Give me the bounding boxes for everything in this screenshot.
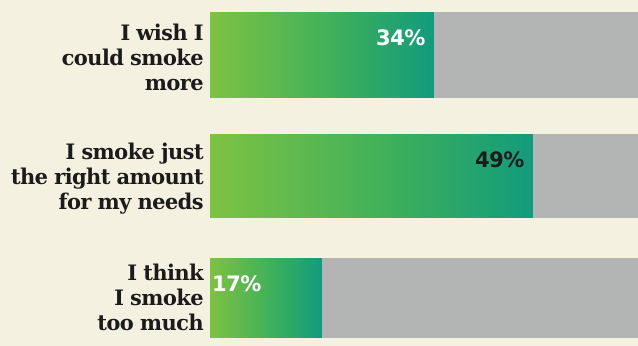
bar-track	[210, 134, 638, 218]
horizontal-bar-chart: I wish I could smoke more 34% I smoke ju…	[0, 12, 638, 338]
bar	[210, 134, 533, 218]
bar	[210, 258, 322, 338]
category-label: I wish I could smoke more	[61, 20, 204, 95]
value-label: 17%	[212, 272, 261, 296]
category-label: I smoke just the right amount for my nee…	[10, 139, 204, 214]
value-label: 49%	[475, 148, 524, 172]
bar-track	[210, 12, 638, 98]
category-label: I think I smoke too much	[97, 260, 203, 335]
bar-row: I smoke just the right amount for my nee…	[0, 134, 638, 226]
bar-track	[210, 258, 638, 338]
bar	[210, 12, 434, 98]
bar-row: I wish I could smoke more 34%	[0, 12, 638, 106]
value-label: 34%	[376, 26, 425, 50]
bar-row: I think I smoke too much 17%	[0, 258, 638, 346]
